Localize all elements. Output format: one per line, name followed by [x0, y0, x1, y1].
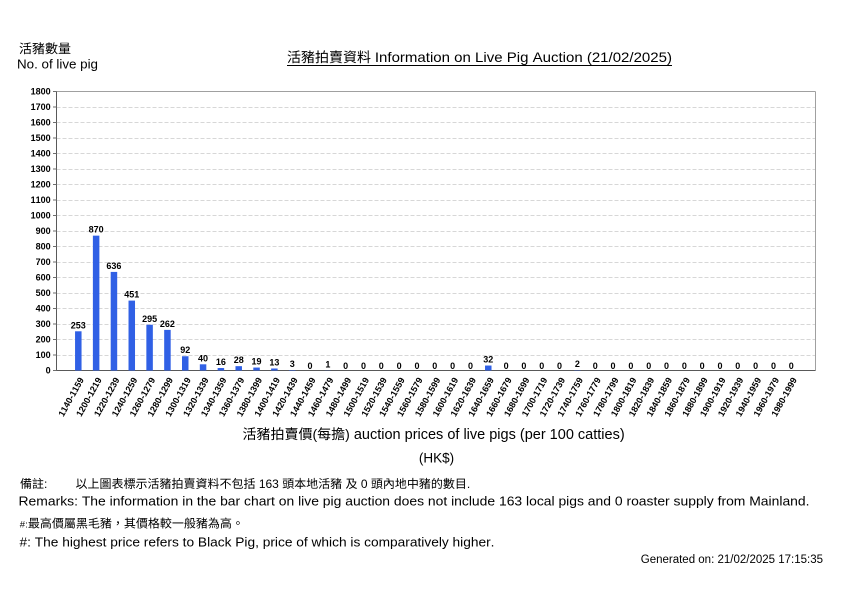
- svg-text:0: 0: [450, 361, 455, 371]
- svg-text:#: The highest price refers to: #: The highest price refers to Black Pig…: [20, 534, 495, 549]
- svg-text:295: 295: [142, 314, 157, 324]
- svg-text:.: .: [467, 477, 470, 491]
- svg-text:870: 870: [89, 225, 104, 235]
- svg-text:1100: 1100: [31, 195, 51, 205]
- svg-text:500: 500: [36, 288, 51, 298]
- svg-text:0: 0: [682, 361, 687, 371]
- svg-text:13: 13: [269, 357, 279, 367]
- svg-text:2: 2: [575, 359, 580, 369]
- svg-text:0: 0: [771, 361, 776, 371]
- svg-text:3: 3: [290, 359, 295, 369]
- svg-text:0: 0: [717, 361, 722, 371]
- svg-text:0: 0: [504, 361, 509, 371]
- svg-text:0: 0: [646, 361, 651, 371]
- svg-text:0: 0: [379, 361, 384, 371]
- svg-text:92: 92: [180, 345, 190, 355]
- svg-text:262: 262: [160, 319, 175, 329]
- svg-text:0: 0: [361, 477, 368, 491]
- svg-text:): ): [345, 426, 350, 442]
- svg-text:900: 900: [36, 226, 51, 236]
- svg-text:1700: 1700: [31, 102, 51, 112]
- svg-text:#:: #:: [20, 520, 28, 531]
- svg-text:300: 300: [36, 319, 51, 329]
- svg-text:40: 40: [198, 353, 208, 363]
- svg-text:(HK$): (HK$): [419, 451, 454, 466]
- svg-text:0: 0: [361, 361, 366, 371]
- svg-text:1500: 1500: [31, 133, 51, 143]
- svg-text:No. of live pig: No. of live pig: [17, 57, 98, 72]
- svg-text:400: 400: [36, 304, 51, 314]
- svg-text:0: 0: [46, 366, 51, 376]
- svg-text:0: 0: [397, 361, 402, 371]
- svg-text:0: 0: [521, 361, 526, 371]
- svg-text:Generated on: 21/02/2025 17:15: Generated on: 21/02/2025 17:15:35: [641, 554, 823, 566]
- svg-text:0: 0: [468, 361, 473, 371]
- svg-text:0: 0: [664, 361, 669, 371]
- svg-text:200: 200: [36, 335, 51, 345]
- svg-text:600: 600: [36, 273, 51, 283]
- svg-text:636: 636: [106, 261, 121, 271]
- svg-text:253: 253: [71, 320, 86, 330]
- svg-text:0: 0: [414, 361, 419, 371]
- svg-text:0: 0: [700, 361, 705, 371]
- svg-text:0: 0: [557, 361, 562, 371]
- svg-text:0: 0: [789, 361, 794, 371]
- svg-text:0: 0: [753, 361, 758, 371]
- svg-text:700: 700: [36, 257, 51, 267]
- svg-text:0: 0: [308, 361, 313, 371]
- svg-text:1: 1: [325, 359, 330, 369]
- svg-text:0: 0: [735, 361, 740, 371]
- svg-text::: :: [44, 477, 47, 491]
- svg-text:0: 0: [343, 361, 348, 371]
- svg-text:1400: 1400: [31, 149, 51, 159]
- svg-text:1600: 1600: [31, 118, 51, 128]
- svg-text:451: 451: [124, 290, 139, 300]
- svg-text:auction prices of live pigs (p: auction prices of live pigs (per 100 cat…: [354, 427, 625, 443]
- svg-text:28: 28: [234, 355, 244, 365]
- svg-text:163: 163: [259, 477, 279, 491]
- svg-text:19: 19: [252, 357, 262, 367]
- svg-text:0: 0: [628, 361, 633, 371]
- svg-text:Remarks: The information in th: Remarks: The information in the bar char…: [19, 494, 810, 509]
- svg-text:32: 32: [483, 355, 493, 365]
- svg-text:800: 800: [36, 242, 51, 252]
- svg-text:1000: 1000: [31, 211, 51, 221]
- svg-text:100: 100: [36, 350, 51, 360]
- svg-text:0: 0: [432, 361, 437, 371]
- svg-text:1300: 1300: [31, 164, 51, 174]
- svg-text:0: 0: [611, 361, 616, 371]
- svg-text:1200: 1200: [31, 180, 51, 190]
- svg-text:16: 16: [216, 357, 226, 367]
- svg-text:(: (: [313, 426, 318, 442]
- svg-text:0: 0: [593, 361, 598, 371]
- svg-text:1800: 1800: [31, 87, 51, 97]
- svg-text:0: 0: [539, 361, 544, 371]
- svg-text:Information on Live Pig Auctio: Information on Live Pig Auction (21/02/2…: [375, 49, 672, 65]
